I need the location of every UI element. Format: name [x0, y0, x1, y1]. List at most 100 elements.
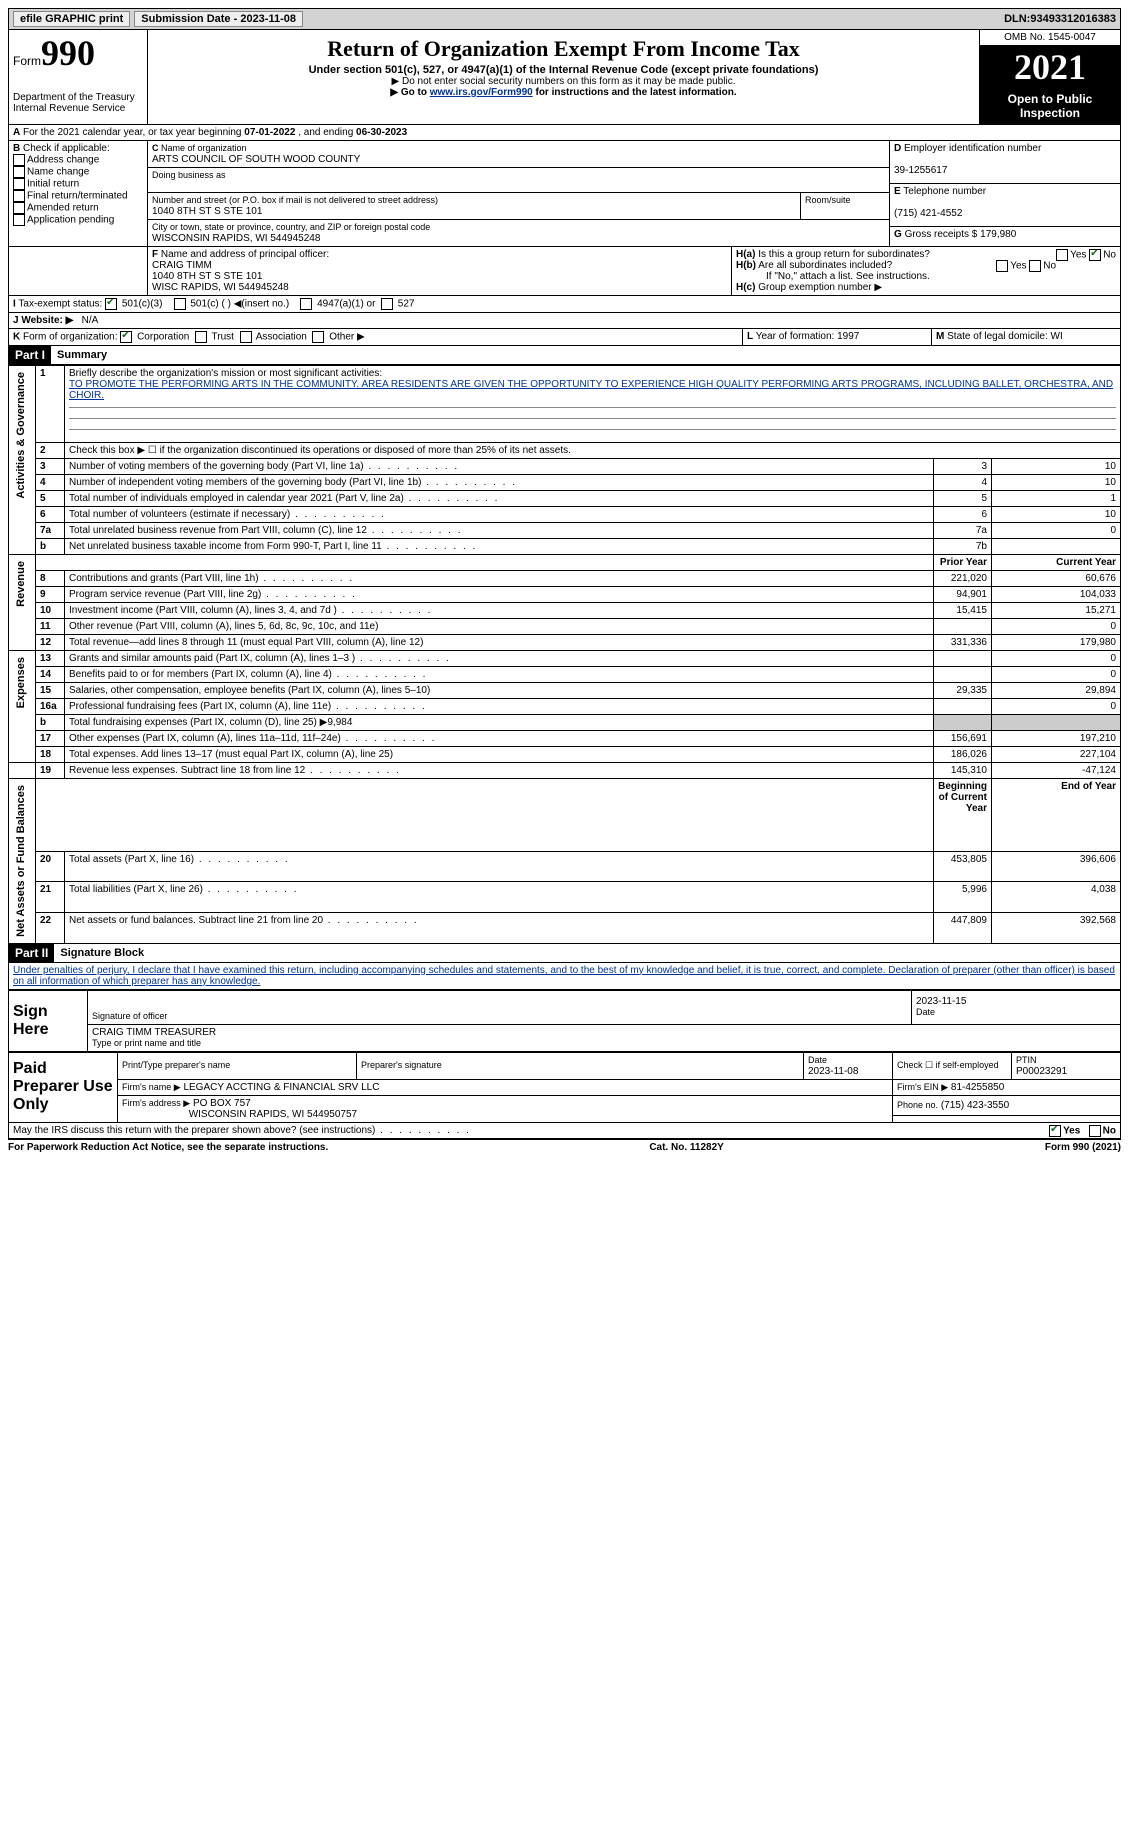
opt-501c3: 501(c)(3) [122, 299, 163, 310]
opt-corp: Corporation [137, 332, 189, 343]
street-value: 1040 8TH ST S STE 101 [152, 206, 262, 217]
prep-sig-label: Preparer's signature [361, 1060, 442, 1070]
ck-assoc[interactable] [240, 331, 252, 343]
phone-label: Telephone number [903, 186, 986, 197]
ck-4947[interactable] [300, 298, 312, 310]
line1-label: Briefly describe the organization's miss… [69, 368, 382, 379]
sig-officer-label: Signature of officer [92, 1011, 167, 1021]
period-begin: 07-01-2022 [244, 127, 295, 138]
ein-label: Employer identification number [904, 143, 1041, 154]
opt-501c: 501(c) ( ) ◀(insert no.) [190, 299, 289, 310]
form-org-label: Form of organization: [23, 332, 118, 343]
line-i: I Tax-exempt status: 501(c)(3) 501(c) ( … [8, 296, 1121, 313]
line15-text: Salaries, other compensation, employee b… [65, 683, 934, 699]
city-value: WISCONSIN RAPIDS, WI 544945248 [152, 233, 320, 244]
officer-name: CRAIG TIMM [152, 260, 212, 271]
irs-link[interactable]: www.irs.gov/Form990 [430, 87, 533, 98]
section-gov: Activities & Governance [13, 368, 29, 503]
gross-label: Gross receipts $ [905, 229, 978, 240]
line21-c: 4,038 [992, 882, 1121, 913]
line13-c: 0 [992, 651, 1121, 667]
line19-c: -47,124 [992, 763, 1121, 779]
goto-note: ▶ Go to www.irs.gov/Form990 for instruct… [152, 87, 975, 98]
line6-text: Total number of volunteers (estimate if … [65, 507, 934, 523]
line7b-text: Net unrelated business taxable income fr… [65, 539, 934, 555]
efile-print-button[interactable]: efile GRAPHIC print [13, 11, 130, 27]
line6-box: 6 [934, 507, 992, 523]
ck-name-change[interactable] [13, 166, 25, 178]
ck-app-pending[interactable] [13, 214, 25, 226]
ck-corp[interactable] [120, 331, 132, 343]
ck-hb-no[interactable] [1029, 260, 1041, 272]
ck-527[interactable] [381, 298, 393, 310]
line12-c: 179,980 [992, 635, 1121, 651]
line4-text: Number of independent voting members of … [65, 475, 934, 491]
tax-year: 2021 [980, 46, 1120, 88]
ck-trust[interactable] [195, 331, 207, 343]
net-hdr-p: Beginning of Current Year [934, 779, 992, 852]
ck-other[interactable] [312, 331, 324, 343]
line20-text: Total assets (Part X, line 16) [65, 851, 934, 882]
ck-discuss-yes[interactable] [1049, 1125, 1061, 1137]
line17-p: 156,691 [934, 731, 992, 747]
ck-amended-return[interactable] [13, 202, 25, 214]
line19-text: Revenue less expenses. Subtract line 18 … [65, 763, 934, 779]
box-h: H(a) Is this a group return for subordin… [732, 247, 1120, 295]
box-deg: D Employer identification number 39-1255… [890, 141, 1120, 246]
form-subtitle: Under section 501(c), 527, or 4947(a)(1)… [152, 64, 975, 76]
ssn-note: ▶ Do not enter social security numbers o… [152, 76, 975, 87]
sig-declaration: Under penalties of perjury, I declare th… [8, 963, 1121, 990]
prep-date: 2023-11-08 [808, 1066, 858, 1077]
line19-p: 145,310 [934, 763, 992, 779]
lbl-name-change: Name change [27, 167, 89, 178]
lbl-final-return: Final return/terminated [27, 191, 128, 202]
line1-text: TO PROMOTE THE PERFORMING ARTS IN THE CO… [69, 379, 1113, 401]
line5-box: 5 [934, 491, 992, 507]
hb-no: No [1043, 261, 1056, 272]
ck-hb-yes[interactable] [996, 260, 1008, 272]
gross-value: 179,980 [980, 229, 1016, 240]
ck-discuss-no[interactable] [1089, 1125, 1101, 1137]
ck-501c[interactable] [174, 298, 186, 310]
dln-label: DLN: [1004, 13, 1030, 25]
officer-label: Name and address of principal officer: [161, 249, 329, 260]
state-domicile-label: State of legal domicile: [947, 331, 1048, 342]
line7a-text: Total unrelated business revenue from Pa… [65, 523, 934, 539]
firm-ein-label: Firm's EIN ▶ [897, 1082, 948, 1092]
submission-date-button[interactable]: Submission Date - 2023-11-08 [134, 11, 303, 27]
form-title: Return of Organization Exempt From Incom… [152, 36, 975, 62]
hb-yes: Yes [1010, 261, 1026, 272]
year-formation-value: 1997 [837, 331, 859, 342]
opt-4947: 4947(a)(1) or [317, 299, 375, 310]
ck-ha-no[interactable] [1089, 249, 1101, 261]
prep-name-label: Print/Type preparer's name [122, 1060, 230, 1070]
line15-p: 29,335 [934, 683, 992, 699]
ck-ha-yes[interactable] [1056, 249, 1068, 261]
discuss-no: No [1103, 1125, 1116, 1136]
paid-preparer-label: Paid Preparer Use Only [9, 1052, 118, 1122]
box-b-label: Check if applicable: [23, 143, 110, 154]
ck-address-change[interactable] [13, 154, 25, 166]
part1-title: Summary [51, 347, 113, 363]
opt-assoc: Association [256, 332, 307, 343]
line7a-val: 0 [992, 523, 1121, 539]
header-right: OMB No. 1545-0047 2021 Open to Public In… [979, 30, 1120, 124]
line13-text: Grants and similar amounts paid (Part IX… [65, 651, 934, 667]
period-text: For the 2021 calendar year, or tax year … [23, 127, 244, 138]
form-number: 990 [41, 33, 95, 73]
omb-number: OMB No. 1545-0047 [980, 30, 1120, 46]
prep-ptin-label: PTIN [1016, 1055, 1037, 1065]
part2-bar: Part II Signature Block [8, 944, 1121, 963]
box-f: F Name and address of principal officer:… [148, 247, 732, 295]
ck-initial-return[interactable] [13, 178, 25, 190]
box-b: B Check if applicable: Address change Na… [9, 141, 148, 246]
ck-501c3[interactable] [105, 298, 117, 310]
ck-final-return[interactable] [13, 190, 25, 202]
line18-p: 186,026 [934, 747, 992, 763]
line16a-c: 0 [992, 699, 1121, 715]
firm-name-label: Firm's name ▶ [122, 1082, 181, 1092]
line9-text: Program service revenue (Part VIII, line… [65, 587, 934, 603]
ha-no: No [1103, 250, 1116, 261]
line2-text: Check this box ▶ ☐ if the organization d… [65, 443, 1121, 459]
line16b-p-shade [934, 715, 992, 731]
